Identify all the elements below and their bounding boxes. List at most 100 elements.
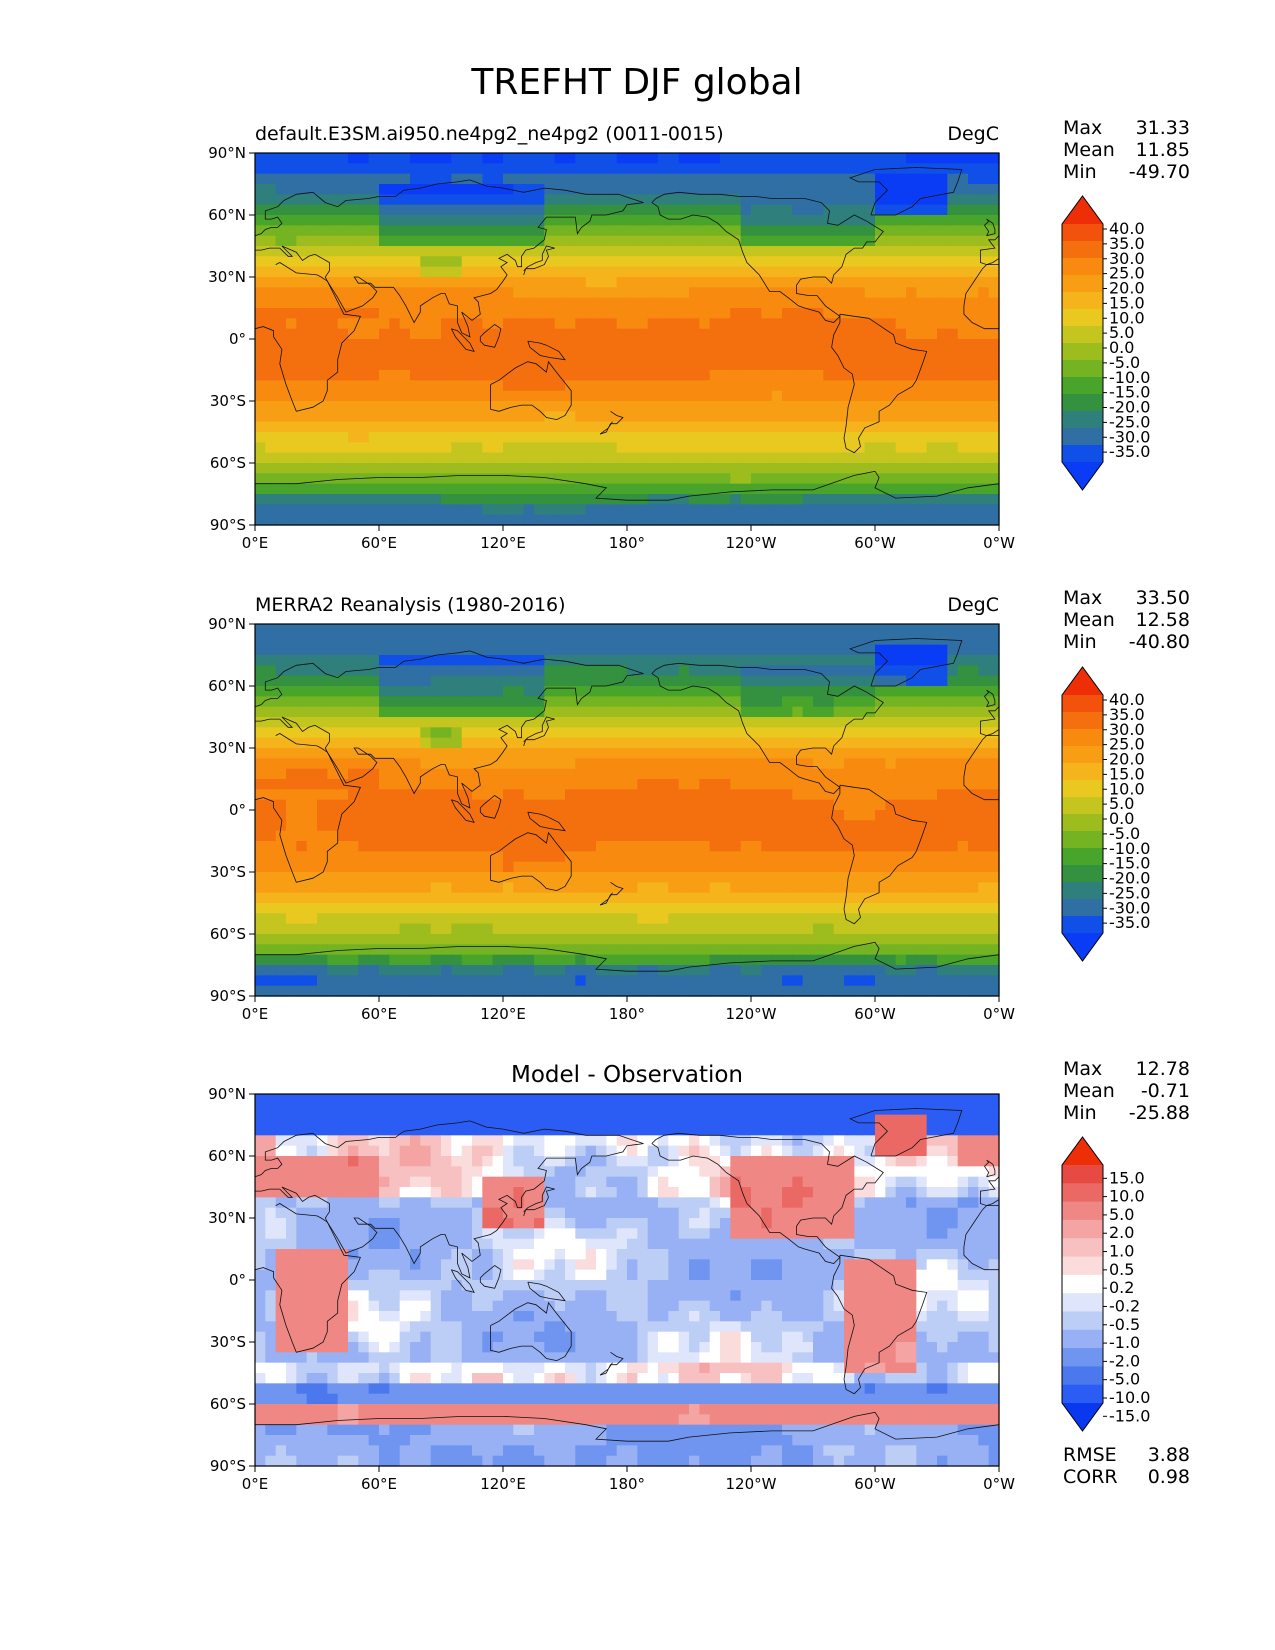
- field-cell: [575, 339, 587, 350]
- field-cell: [844, 442, 855, 454]
- field-cell: [606, 380, 618, 392]
- field-cell: [554, 473, 566, 485]
- field-cell: [833, 473, 845, 485]
- field-cell: [606, 737, 618, 749]
- field-cell: [926, 634, 938, 646]
- field-cell: [596, 872, 607, 883]
- field-cell: [296, 789, 308, 801]
- field-cell: [554, 903, 566, 914]
- field-cell: [627, 727, 638, 739]
- field-cell: [689, 882, 700, 894]
- field-cell: [988, 452, 1000, 464]
- field-cell: [399, 820, 411, 832]
- field-cell: [895, 421, 907, 433]
- field-cell: [544, 903, 556, 914]
- field-cell: [926, 494, 938, 505]
- field-cell: [792, 717, 804, 728]
- field-cell: [596, 256, 607, 268]
- field-cell: [802, 452, 814, 464]
- field-cell: [410, 892, 421, 904]
- field-cell: [802, 810, 814, 821]
- field-cell: [575, 934, 587, 945]
- field-cell: [864, 696, 876, 708]
- field-cell: [554, 370, 566, 381]
- field-cell: [668, 830, 680, 842]
- field-cell: [968, 215, 979, 226]
- field-cell: [430, 768, 442, 780]
- field-cell: [699, 370, 711, 381]
- field-cell: [420, 655, 432, 666]
- field-cell: [472, 463, 483, 474]
- field-cell: [534, 297, 545, 309]
- field-cell: [875, 737, 886, 749]
- field-cell: [275, 463, 287, 474]
- field-cell: [410, 452, 421, 464]
- field-cell: [823, 748, 835, 759]
- field-cell: [255, 504, 266, 516]
- field-cell: [637, 830, 649, 842]
- field-cell: [265, 675, 277, 687]
- field-cell: [885, 779, 897, 790]
- field-cell: [813, 401, 824, 412]
- field-cell: [978, 665, 990, 677]
- field-cell: [389, 349, 401, 361]
- field-cell: [275, 624, 287, 635]
- field-cell: [389, 748, 401, 759]
- field-cell: [782, 830, 793, 842]
- field-cell: [472, 923, 483, 935]
- field-cell: [554, 328, 566, 340]
- field-cell: [823, 944, 835, 956]
- field-cell: [668, 696, 680, 708]
- field-cell: [885, 184, 897, 195]
- field-cell: [957, 655, 969, 666]
- field-cell: [368, 934, 380, 945]
- field-cell: [585, 277, 597, 288]
- field-cell: [348, 727, 359, 739]
- field-cell: [792, 675, 804, 687]
- field-cell: [616, 504, 628, 516]
- field-cell: [771, 390, 783, 402]
- field-cell: [317, 328, 328, 340]
- field-cell: [864, 830, 876, 842]
- field-cell: [575, 463, 587, 474]
- field-cell: [575, 799, 587, 811]
- field-cell: [275, 235, 287, 247]
- field-cell: [616, 634, 628, 646]
- field-cell: [544, 944, 556, 956]
- field-cell: [875, 624, 886, 635]
- field-cell: [658, 504, 669, 516]
- field-cell: [275, 665, 287, 677]
- field-cell: [255, 494, 266, 505]
- field-cell: [926, 287, 938, 299]
- field-cell: [544, 494, 556, 505]
- field-cell: [523, 748, 535, 759]
- field-cell: [337, 339, 349, 350]
- field-cell: [647, 748, 659, 759]
- field-cell: [565, 308, 576, 319]
- field-cell: [709, 644, 721, 656]
- field-cell: [658, 473, 669, 485]
- field-cell: [978, 194, 990, 206]
- field-cell: [740, 934, 752, 945]
- field-cell: [596, 421, 607, 433]
- field-cell: [523, 297, 535, 309]
- field-cell: [472, 841, 483, 852]
- field-cell: [265, 923, 277, 935]
- field-cell: [575, 944, 587, 956]
- field-cell: [957, 514, 969, 526]
- field-cell: [658, 163, 669, 175]
- field-cell: [255, 401, 266, 412]
- colorbar-extend-bottom: [1062, 462, 1103, 490]
- field-cell: [596, 934, 607, 945]
- field-cell: [348, 851, 359, 863]
- field-cell: [647, 442, 659, 454]
- field-cell: [968, 473, 979, 485]
- field-cell: [668, 686, 680, 697]
- field-cell: [844, 401, 855, 412]
- field-cell: [554, 779, 566, 790]
- field-cell: [968, 768, 979, 780]
- field-cell: [689, 717, 700, 728]
- field-cell: [255, 686, 266, 697]
- field-cell: [513, 514, 525, 526]
- field-cell: [337, 225, 349, 237]
